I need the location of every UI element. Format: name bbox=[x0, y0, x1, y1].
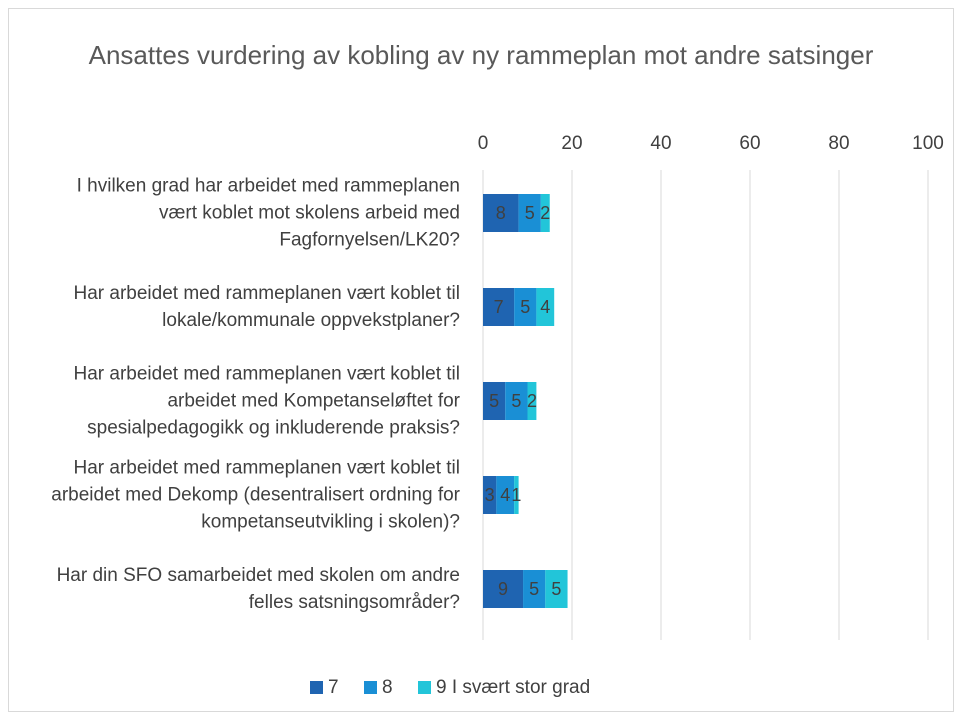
data-label: 5 bbox=[551, 579, 561, 599]
data-label: 5 bbox=[525, 203, 535, 223]
category-label: Har arbeidet med rammeplanen vært koblet… bbox=[73, 283, 460, 331]
data-label: 1 bbox=[511, 485, 521, 505]
bar-segment bbox=[483, 382, 506, 420]
category-label: Har arbeidet med rammeplanen vært koblet… bbox=[73, 363, 460, 439]
legend-swatch bbox=[418, 681, 431, 694]
chart-title: Ansattes vurdering av kobling av ny ramm… bbox=[88, 40, 874, 70]
bar-segment bbox=[483, 476, 497, 514]
data-label: 5 bbox=[520, 297, 530, 317]
legend-label: 7 bbox=[328, 677, 339, 698]
data-label: 9 bbox=[498, 579, 508, 599]
legend-label: 9 I svært stor grad bbox=[436, 677, 590, 698]
x-tick-label: 100 bbox=[912, 133, 944, 154]
bar-segment bbox=[514, 288, 537, 326]
data-label: 2 bbox=[527, 391, 537, 411]
data-label: 8 bbox=[496, 203, 506, 223]
legend-swatch bbox=[310, 681, 323, 694]
data-label: 2 bbox=[540, 203, 550, 223]
x-tick-label: 80 bbox=[828, 133, 849, 154]
bar-segment bbox=[483, 194, 519, 232]
bar-segment bbox=[545, 570, 568, 608]
bar-segment bbox=[514, 476, 519, 514]
bar-segment bbox=[540, 194, 550, 232]
data-label: 5 bbox=[489, 391, 499, 411]
bar-segment bbox=[523, 570, 546, 608]
legend-label: 8 bbox=[382, 677, 393, 698]
data-label: 3 bbox=[485, 485, 495, 505]
category-label: Har din SFO samarbeidet med skolen om an… bbox=[56, 565, 460, 613]
category-label: Har arbeidet med rammeplanen vært koblet… bbox=[51, 457, 460, 533]
legend-swatch bbox=[364, 681, 377, 694]
bar-segment bbox=[536, 288, 555, 326]
data-label: 4 bbox=[500, 485, 510, 505]
bar-segment bbox=[527, 382, 537, 420]
data-label: 5 bbox=[529, 579, 539, 599]
data-label: 4 bbox=[540, 297, 550, 317]
x-tick-label: 40 bbox=[650, 133, 671, 154]
category-label: I hvilken grad har arbeidet med rammepla… bbox=[76, 175, 460, 251]
x-tick-label: 20 bbox=[561, 133, 582, 154]
data-label: 7 bbox=[494, 297, 504, 317]
bar-segment bbox=[505, 382, 528, 420]
bar-segment bbox=[483, 288, 515, 326]
x-tick-label: 60 bbox=[739, 133, 760, 154]
bar-segment bbox=[496, 476, 515, 514]
data-label: 5 bbox=[511, 391, 521, 411]
x-tick-label: 0 bbox=[478, 133, 489, 154]
chart-border bbox=[8, 8, 954, 712]
bar-segment bbox=[518, 194, 541, 232]
bar-segment bbox=[483, 570, 524, 608]
